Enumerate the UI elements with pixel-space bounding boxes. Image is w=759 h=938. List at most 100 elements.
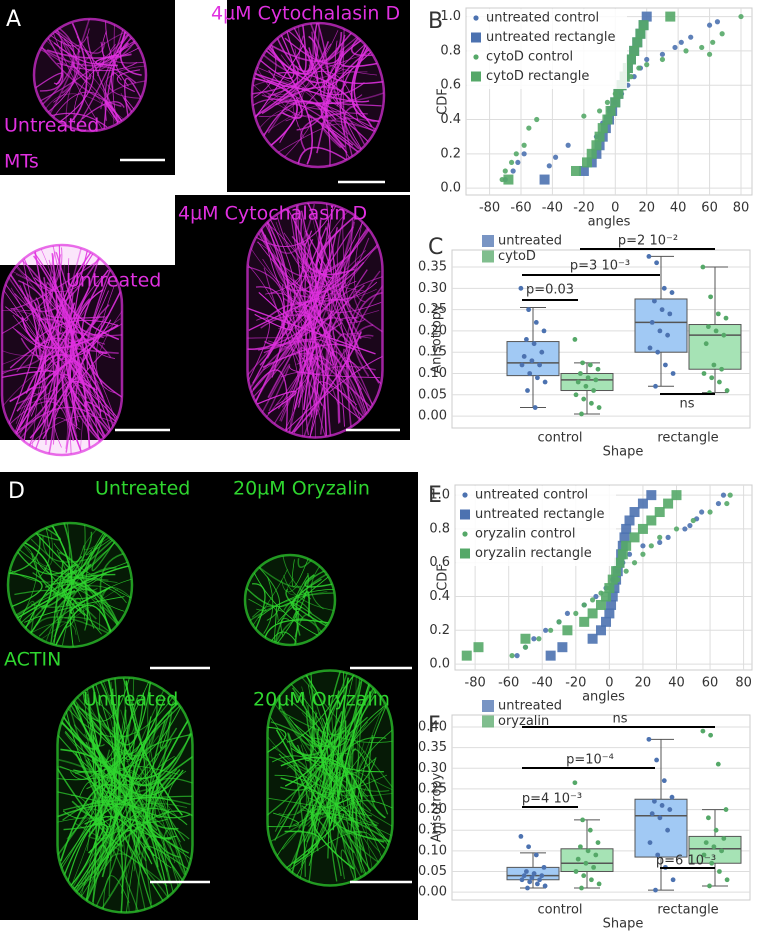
point [637, 523, 648, 534]
point [654, 757, 659, 763]
point [708, 294, 713, 300]
point [596, 108, 603, 114]
point [532, 405, 538, 410]
point [601, 616, 612, 627]
point [682, 526, 688, 532]
point [657, 328, 663, 334]
annotation: p=2 10⁻² [618, 234, 678, 249]
point [593, 377, 599, 383]
point [719, 366, 724, 372]
point [713, 827, 719, 833]
point [720, 492, 727, 498]
point [624, 515, 635, 526]
point [646, 490, 657, 501]
point [621, 540, 632, 551]
y-tick-label: 0.6 [440, 78, 461, 93]
point [518, 834, 524, 839]
point [546, 163, 552, 169]
point [669, 290, 675, 295]
point [622, 63, 633, 74]
point [548, 627, 554, 633]
point [629, 507, 640, 518]
point [526, 125, 532, 131]
micrograph-label: 20µM Oryzalin [233, 478, 370, 500]
point [583, 860, 589, 866]
panel-letter: C [428, 235, 443, 260]
point [640, 543, 646, 549]
point [611, 566, 622, 577]
legend-marker [473, 15, 479, 21]
y-tick-label: 0.6 [429, 555, 450, 570]
y-tick-label: 0.10 [418, 843, 447, 858]
point [580, 360, 585, 366]
point [591, 140, 602, 151]
point [649, 319, 655, 325]
annotation: ns [679, 397, 694, 412]
point [700, 264, 706, 270]
point [738, 13, 744, 20]
point [659, 803, 665, 808]
y-tick-label: 0.05 [418, 864, 447, 879]
point [607, 574, 618, 585]
x-tick-label: -20 [565, 676, 586, 691]
y-tick-label: 0.10 [418, 366, 447, 381]
point [531, 871, 537, 876]
point [700, 728, 706, 734]
point [571, 165, 581, 176]
point [585, 848, 591, 854]
point [503, 174, 514, 185]
point [670, 877, 676, 883]
point [542, 379, 548, 385]
micrograph-label: Untreated [4, 115, 99, 137]
point [593, 593, 599, 600]
point [687, 522, 693, 529]
cell-outline [32, 17, 148, 133]
point [596, 405, 602, 410]
cell [2, 245, 122, 455]
point [659, 307, 665, 313]
y-tick-label: 0.0 [440, 181, 461, 196]
point [539, 174, 550, 185]
micrograph-label: 20µM Oryzalin [253, 689, 390, 711]
cell-outline [6, 521, 134, 649]
point [579, 411, 584, 417]
legend-label: untreated [498, 699, 562, 714]
point [525, 885, 530, 891]
micrograph-label: ACTIN [4, 649, 61, 671]
point [596, 881, 602, 887]
point [617, 549, 628, 560]
point [521, 151, 527, 157]
point [591, 388, 596, 393]
point [579, 616, 590, 627]
point [589, 597, 596, 603]
point [595, 366, 601, 372]
point [572, 780, 578, 786]
point [473, 642, 484, 653]
point [667, 807, 673, 812]
y-axis-label: CDF [436, 88, 451, 115]
point [526, 844, 531, 850]
x-axis-label: angles [582, 690, 625, 705]
point [670, 371, 676, 376]
y-tick-label: 0.25 [418, 302, 447, 317]
legend-marker [460, 509, 470, 520]
legend-marker [460, 548, 470, 559]
legend-label: oryzalin rectangle [475, 546, 592, 561]
point [727, 492, 733, 498]
point [586, 148, 597, 159]
point [526, 307, 531, 313]
x-tick-label: control [537, 431, 582, 446]
point [535, 375, 540, 381]
point [648, 543, 654, 549]
point [653, 383, 658, 389]
x-tick-label: control [537, 903, 582, 918]
point [527, 371, 533, 376]
point [521, 354, 527, 359]
legend-label: cytoD [498, 249, 536, 264]
point [711, 844, 717, 850]
legend-marker [462, 492, 468, 498]
point [673, 526, 680, 532]
x-axis-label: Shape [603, 445, 644, 460]
point [529, 875, 535, 881]
y-tick-label: 0.35 [418, 260, 447, 275]
